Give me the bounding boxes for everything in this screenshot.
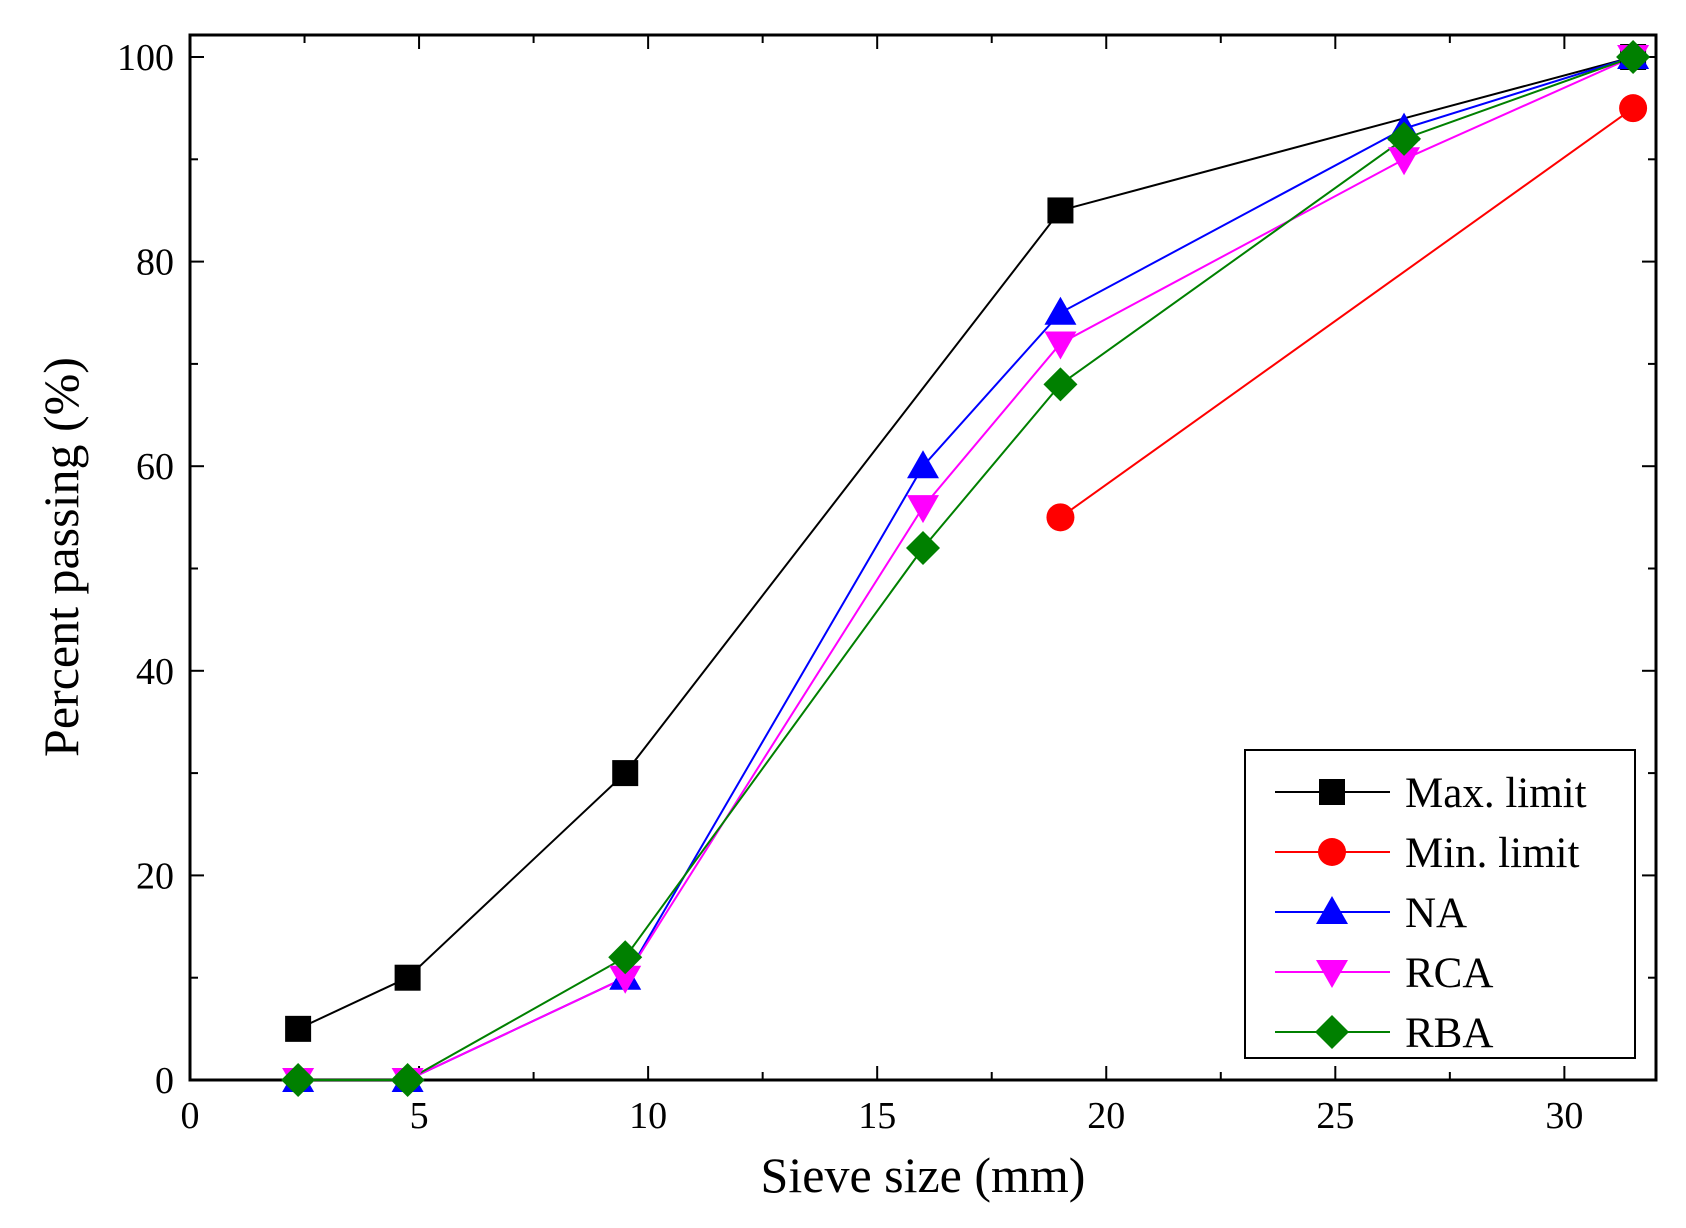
data-point-na xyxy=(907,450,939,479)
legend-box xyxy=(1244,749,1636,1059)
data-point-max-limit xyxy=(1047,197,1074,224)
y-tick-label: 20 xyxy=(136,855,174,897)
x-tick-label: 20 xyxy=(1087,1095,1125,1137)
legend: Max. limit Min. limit NA RCA RBA xyxy=(1244,749,1636,1059)
legend-marker-max-limit xyxy=(1319,779,1345,805)
data-point-rba xyxy=(906,531,940,566)
data-point-rca xyxy=(907,495,939,524)
data-point-max-limit xyxy=(612,760,639,787)
data-point-rca xyxy=(609,965,642,994)
x-tick-label: 30 xyxy=(1545,1095,1583,1137)
y-axis-title: Percent passing (%) xyxy=(33,357,89,757)
x-tick-label: 15 xyxy=(858,1095,896,1137)
legend-label-min-limit: Min. limit xyxy=(1405,830,1579,877)
data-point-rca xyxy=(1044,331,1077,360)
series-markers xyxy=(281,40,1651,1097)
data-point-rba xyxy=(281,1063,316,1097)
y-tick-label: 60 xyxy=(136,446,174,488)
data-point-rba xyxy=(1043,367,1078,402)
legend-marker-rca xyxy=(1316,960,1348,988)
x-axis-ticks: 0 5 10 15 20 25 30 xyxy=(181,35,1583,1137)
y-tick-label: 0 xyxy=(155,1060,174,1102)
data-point-max-limit xyxy=(285,1015,312,1042)
legend-marker-na xyxy=(1316,896,1348,924)
y-tick-label: 100 xyxy=(117,37,174,79)
legend-label-rba: RBA xyxy=(1405,1010,1493,1057)
legend-marker-min-limit xyxy=(1318,838,1346,866)
y-axis-ticks: 0 20 40 60 80 100 xyxy=(117,37,1656,1102)
x-axis-title: Sieve size (mm) xyxy=(761,1147,1086,1203)
data-point-rba xyxy=(1387,121,1422,156)
data-point-min-limit xyxy=(1619,94,1648,123)
legend-label-na: NA xyxy=(1405,890,1467,937)
series-line-min-limit xyxy=(1059,107,1634,519)
data-point-rca xyxy=(1388,147,1421,176)
legend-label-rca: RCA xyxy=(1405,950,1493,997)
y-tick-label: 80 xyxy=(136,242,174,284)
x-tick-label: 25 xyxy=(1316,1095,1354,1137)
data-point-rba xyxy=(608,940,643,975)
data-point-na xyxy=(1044,296,1077,325)
data-point-max-limit xyxy=(394,964,421,991)
legend-label-max-limit: Max. limit xyxy=(1405,770,1587,817)
data-point-rba xyxy=(1616,40,1651,74)
x-tick-label: 0 xyxy=(181,1095,200,1137)
data-point-min-limit xyxy=(1046,503,1075,532)
legend-marker-rba xyxy=(1315,1015,1349,1049)
data-point-rba xyxy=(390,1063,425,1097)
plot-area-frame xyxy=(188,33,1658,1082)
x-tick-label: 5 xyxy=(410,1095,429,1137)
x-tick-label: 10 xyxy=(629,1095,667,1137)
y-tick-label: 40 xyxy=(136,651,174,693)
